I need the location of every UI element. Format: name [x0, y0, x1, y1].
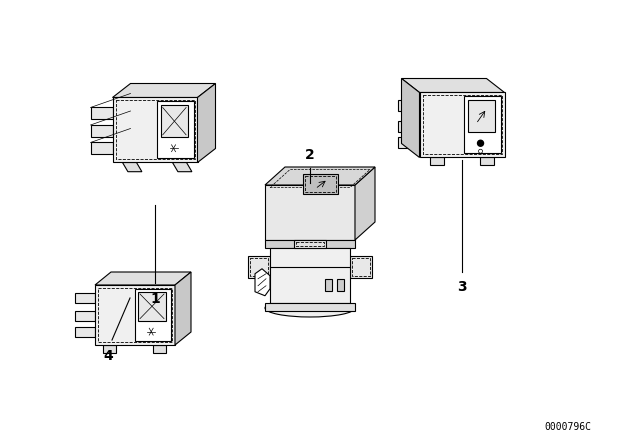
- Polygon shape: [303, 174, 337, 194]
- Polygon shape: [103, 345, 116, 353]
- Bar: [115, 100, 195, 159]
- Polygon shape: [138, 292, 166, 321]
- Polygon shape: [464, 96, 501, 154]
- Polygon shape: [113, 83, 216, 98]
- Polygon shape: [75, 327, 95, 337]
- Text: 0000796C: 0000796C: [545, 422, 591, 432]
- Polygon shape: [95, 285, 175, 345]
- Text: 4: 4: [103, 349, 113, 363]
- Polygon shape: [255, 269, 270, 296]
- Polygon shape: [265, 185, 355, 240]
- Polygon shape: [265, 240, 355, 248]
- Polygon shape: [153, 345, 166, 353]
- Polygon shape: [350, 256, 372, 278]
- Polygon shape: [75, 311, 95, 321]
- Text: 1: 1: [150, 292, 160, 306]
- Polygon shape: [90, 125, 113, 137]
- Bar: [250, 258, 268, 276]
- Circle shape: [477, 140, 484, 146]
- Polygon shape: [198, 83, 216, 163]
- Ellipse shape: [265, 299, 355, 317]
- Polygon shape: [122, 163, 142, 172]
- Polygon shape: [419, 92, 504, 158]
- Bar: [479, 158, 493, 165]
- Bar: [352, 258, 370, 276]
- Polygon shape: [90, 142, 113, 155]
- Text: 2: 2: [305, 148, 315, 162]
- Text: 3: 3: [457, 280, 467, 294]
- Polygon shape: [95, 272, 191, 285]
- Bar: [305, 176, 335, 192]
- Polygon shape: [355, 167, 375, 240]
- Polygon shape: [90, 108, 113, 120]
- Bar: [98, 288, 172, 342]
- Bar: [296, 242, 324, 246]
- Polygon shape: [175, 272, 191, 345]
- Bar: [337, 279, 344, 291]
- Polygon shape: [401, 78, 419, 158]
- Polygon shape: [265, 167, 375, 185]
- Polygon shape: [113, 98, 198, 163]
- Polygon shape: [401, 78, 504, 92]
- Polygon shape: [75, 293, 95, 303]
- Polygon shape: [135, 289, 171, 341]
- Bar: [422, 95, 502, 155]
- Polygon shape: [468, 100, 495, 132]
- Polygon shape: [397, 100, 419, 112]
- Bar: [429, 158, 444, 165]
- Polygon shape: [294, 240, 326, 248]
- Polygon shape: [161, 105, 188, 137]
- Polygon shape: [157, 102, 194, 159]
- Polygon shape: [173, 163, 192, 172]
- Bar: [325, 279, 332, 291]
- Polygon shape: [270, 248, 350, 303]
- Polygon shape: [397, 138, 419, 148]
- Polygon shape: [248, 256, 270, 278]
- Polygon shape: [397, 121, 419, 132]
- Polygon shape: [265, 303, 355, 311]
